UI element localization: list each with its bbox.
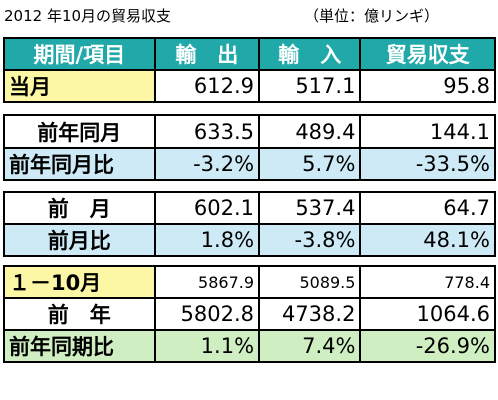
header-import: 輸 入 bbox=[258, 37, 362, 71]
row-prev-year: 前 年 5802.8 4738.2 1064.6 bbox=[3, 297, 496, 331]
row-label: 前年同月 bbox=[3, 114, 156, 149]
header-period: 期間/項目 bbox=[3, 37, 156, 71]
cell-balance: 64.7 bbox=[359, 191, 496, 225]
cell-balance: 48.1% bbox=[359, 223, 496, 257]
unit-note: （単位：億リンギ） bbox=[304, 7, 440, 25]
cell-export: 633.5 bbox=[153, 114, 261, 149]
cell-export: 612.9 bbox=[153, 69, 261, 103]
cell-balance: 778.4 bbox=[359, 265, 496, 299]
row-mom: 前月比 1.8% -3.8% 48.1% bbox=[3, 223, 496, 257]
title-text: 2012 年10月の貿易収支 bbox=[4, 7, 172, 25]
cell-import: 7.4% bbox=[258, 329, 362, 363]
trade-table-ytd: １－10月 5867.9 5089.5 778.4 前 年 5802.8 473… bbox=[3, 265, 496, 363]
cell-import: 5.7% bbox=[258, 147, 362, 181]
cell-export: 5802.8 bbox=[153, 297, 261, 331]
header-row: 期間/項目 輸 出 輸 入 貿易収支 bbox=[3, 37, 496, 71]
row-label: 前年同月比 bbox=[3, 147, 156, 181]
cell-import: 517.1 bbox=[258, 69, 362, 103]
cell-import: 537.4 bbox=[258, 191, 362, 225]
cell-import: 5089.5 bbox=[258, 265, 362, 299]
cell-export: -3.2% bbox=[153, 147, 261, 181]
row-label: 当月 bbox=[3, 69, 156, 103]
row-label: 前 年 bbox=[3, 297, 156, 331]
cell-balance: 95.8 bbox=[359, 69, 496, 103]
row-label: １－10月 bbox=[3, 265, 156, 299]
trade-table-mom: 前 月 602.1 537.4 64.7 前月比 1.8% -3.8% 48.1… bbox=[3, 191, 496, 257]
row-yoy-period: 前年同期比 1.1% 7.4% -26.9% bbox=[3, 329, 496, 363]
cell-import: -3.8% bbox=[258, 223, 362, 257]
row-label: 前 月 bbox=[3, 191, 156, 225]
cell-export: 1.1% bbox=[153, 329, 261, 363]
table-title: 2012 年10月の貿易収支 （単位：億リンギ） bbox=[4, 4, 498, 28]
row-label: 前月比 bbox=[3, 223, 156, 257]
row-ytd: １－10月 5867.9 5089.5 778.4 bbox=[3, 265, 496, 299]
row-label: 前年同期比 bbox=[3, 329, 156, 363]
row-yoy-month: 前年同月比 -3.2% 5.7% -33.5% bbox=[3, 147, 496, 181]
header-export: 輸 出 bbox=[153, 37, 261, 71]
cell-import: 489.4 bbox=[258, 114, 362, 149]
row-same-month-last-year: 前年同月 633.5 489.4 144.1 bbox=[3, 114, 496, 149]
cell-export: 1.8% bbox=[153, 223, 261, 257]
row-current-month: 当月 612.9 517.1 95.8 bbox=[3, 69, 496, 103]
header-balance: 貿易収支 bbox=[359, 37, 496, 71]
row-prev-month: 前 月 602.1 537.4 64.7 bbox=[3, 191, 496, 225]
trade-table-current: 期間/項目 輸 出 輸 入 貿易収支 当月 612.9 517.1 95.8 bbox=[3, 37, 496, 103]
cell-balance: 144.1 bbox=[359, 114, 496, 149]
cell-export: 602.1 bbox=[153, 191, 261, 225]
cell-balance: 1064.6 bbox=[359, 297, 496, 331]
trade-table-yoy: 前年同月 633.5 489.4 144.1 前年同月比 -3.2% 5.7% … bbox=[3, 114, 496, 181]
cell-import: 4738.2 bbox=[258, 297, 362, 331]
cell-export: 5867.9 bbox=[153, 265, 261, 299]
cell-balance: -26.9% bbox=[359, 329, 496, 363]
cell-balance: -33.5% bbox=[359, 147, 496, 181]
